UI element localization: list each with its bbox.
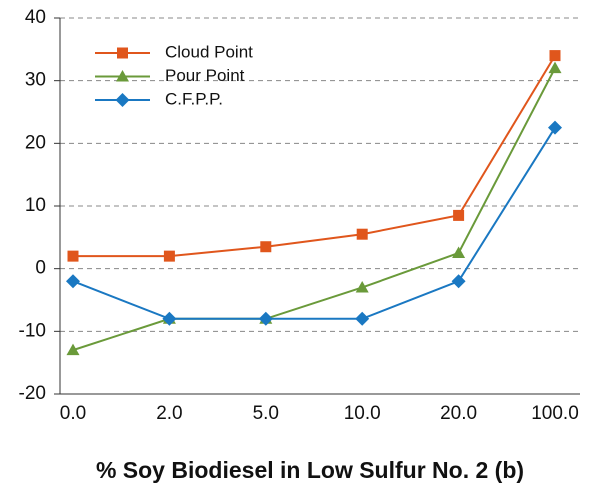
data-point [355, 280, 369, 293]
legend-label: C.F.P.P. [165, 89, 223, 108]
x-tick-label: 10.0 [344, 403, 381, 424]
legend-marker [115, 93, 130, 107]
y-tick-label: 0 [35, 258, 46, 279]
data-point [548, 120, 562, 135]
data-point [453, 209, 465, 221]
data-point [66, 274, 80, 289]
data-point [356, 228, 368, 240]
series-line [72, 67, 556, 352]
y-tick-label: 20 [25, 132, 46, 153]
data-point [66, 343, 80, 356]
x-axis-title: % Soy Biodiesel in Low Sulfur No. 2 (b) [96, 457, 524, 483]
data-point [548, 61, 562, 74]
y-tick-label: 40 [25, 7, 46, 28]
data-point [549, 50, 561, 62]
x-tick-label: 5.0 [253, 403, 279, 424]
x-tick-label: 0.0 [60, 403, 86, 424]
x-tick-label: 20.0 [440, 403, 477, 424]
data-point [162, 311, 177, 326]
y-tick-label: -20 [19, 383, 46, 404]
data-point [258, 311, 273, 326]
data-point [67, 250, 79, 262]
y-tick-label: -10 [19, 320, 46, 341]
x-tick-label: 2.0 [156, 403, 182, 424]
legend-label: Pour Point [165, 66, 245, 85]
data-point [260, 241, 272, 253]
legend-label: Cloud Point [165, 42, 253, 61]
series-line [72, 127, 556, 320]
data-point [163, 250, 175, 262]
y-tick-label: 10 [25, 195, 46, 216]
data-point [451, 274, 466, 289]
series-line [73, 55, 556, 258]
x-tick-label: 100.0 [531, 403, 579, 424]
legend-marker [117, 47, 128, 59]
data-point [452, 246, 466, 258]
data-point [355, 311, 370, 326]
y-tick-label: 30 [25, 70, 46, 91]
legend-marker [116, 70, 129, 82]
